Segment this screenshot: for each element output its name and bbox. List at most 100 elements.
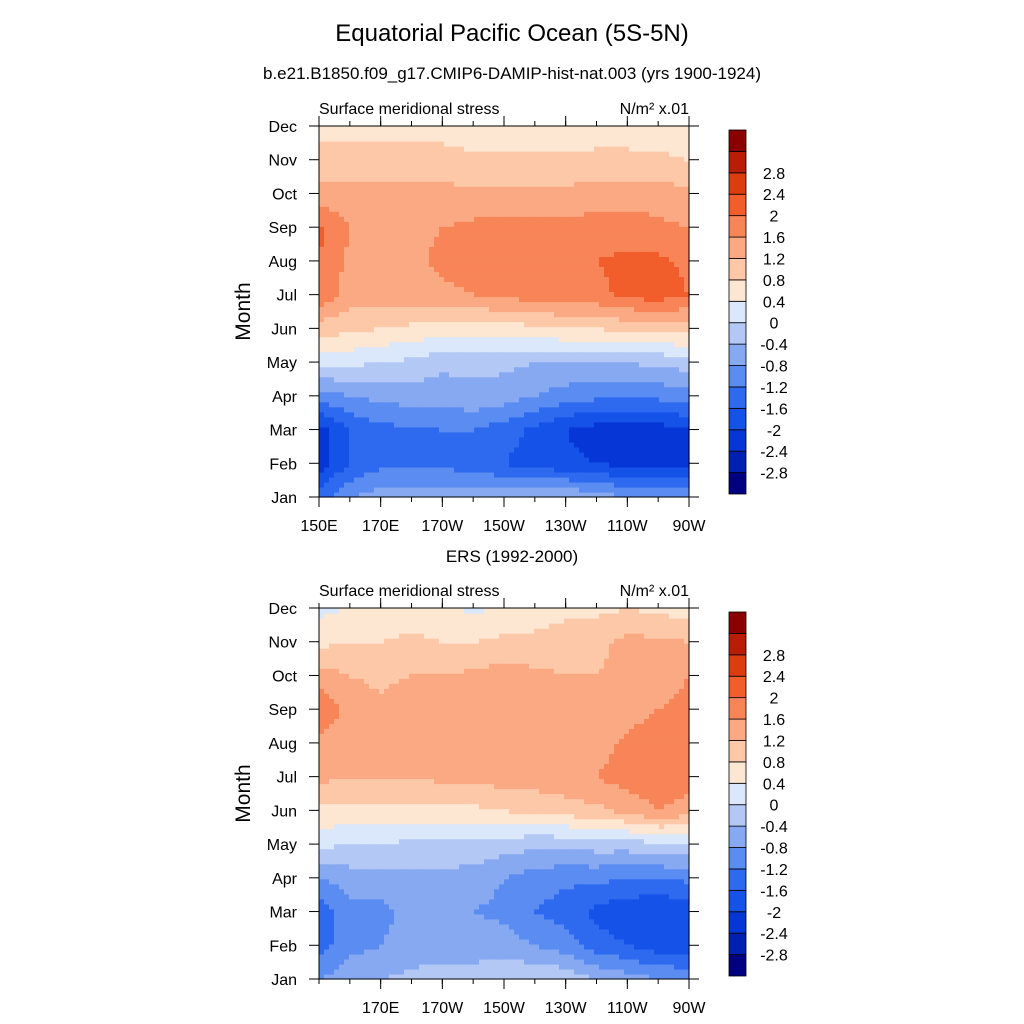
heatmap-cell (519, 376, 525, 383)
heatmap-cell (379, 211, 385, 217)
heatmap-cell (389, 426, 395, 433)
heatmap-cell (594, 456, 600, 463)
heatmap-cell (679, 296, 685, 303)
heatmap-cell (494, 356, 500, 363)
heatmap-cell (549, 186, 555, 192)
heatmap-cell (364, 281, 370, 288)
heatmap-cell (534, 216, 540, 222)
heatmap-cell (414, 306, 420, 313)
heatmap-cell (404, 296, 410, 303)
heatmap-cell (394, 471, 400, 478)
heatmap-cell (679, 201, 685, 207)
heatmap-cell (484, 451, 490, 458)
heatmap-cell (414, 371, 420, 378)
heatmap-cell (659, 291, 665, 298)
heatmap-cell (509, 296, 515, 303)
heatmap-cell (329, 316, 335, 323)
heatmap-cell (319, 201, 325, 207)
heatmap-cell (519, 286, 525, 293)
heatmap-cell (454, 426, 460, 433)
heatmap-cell (674, 391, 680, 398)
heatmap-cell (634, 336, 640, 343)
heatmap-cell (614, 211, 620, 217)
heatmap-cell (499, 216, 505, 222)
heatmap-cell (459, 306, 465, 313)
heatmap-cell (434, 196, 440, 202)
heatmap-cell (514, 361, 520, 368)
heatmap-cell (594, 351, 600, 358)
heatmap-cell (589, 276, 595, 283)
heatmap-cell (669, 486, 675, 493)
heatmap-cell (424, 411, 430, 418)
heatmap-cell (619, 431, 625, 438)
heatmap-cell (414, 301, 420, 308)
heatmap-cell (489, 276, 495, 283)
heatmap-cell (599, 286, 605, 293)
heatmap-cell (589, 291, 595, 298)
heatmap-cell (394, 321, 400, 328)
heatmap-cell (534, 296, 540, 303)
heatmap-cell (564, 251, 570, 257)
heatmap-cell (534, 481, 540, 488)
heatmap-cell (399, 201, 405, 207)
heatmap-cell (599, 206, 605, 212)
heatmap-cell (534, 361, 540, 368)
heatmap-cell (469, 446, 475, 453)
heatmap-cell (589, 371, 595, 378)
heatmap-cell (574, 246, 580, 252)
heatmap-cell (444, 281, 450, 288)
heatmap-cell (334, 316, 340, 323)
heatmap-cell (419, 441, 425, 448)
heatmap-cell (589, 246, 595, 252)
heatmap-cell (409, 181, 415, 187)
heatmap-cell (509, 491, 515, 498)
heatmap-cell (449, 331, 455, 338)
heatmap-cell (364, 226, 370, 232)
heatmap-cell (679, 371, 685, 378)
heatmap-cell (589, 326, 595, 333)
heatmap-cell (679, 311, 685, 318)
heatmap-cell (449, 281, 455, 288)
heatmap-cell (464, 376, 470, 383)
heatmap-cell (334, 201, 340, 207)
heatmap-cell (509, 186, 515, 192)
heatmap-cell (674, 291, 680, 298)
heatmap-cell (614, 436, 620, 443)
heatmap-cell (584, 336, 590, 343)
heatmap-cell (409, 416, 415, 423)
heatmap-cell (519, 456, 525, 463)
heatmap-cell (369, 406, 375, 413)
heatmap-cell (389, 421, 395, 428)
heatmap-cell (424, 171, 430, 177)
heatmap-cell (634, 406, 640, 413)
heatmap-cell (409, 251, 415, 257)
heatmap-cell (669, 426, 675, 433)
heatmap-cell (464, 156, 470, 162)
heatmap-cell (569, 471, 575, 478)
heatmap-cell (649, 216, 655, 222)
heatmap-cell (539, 286, 545, 293)
heatmap-cell (594, 421, 600, 428)
heatmap-cell (549, 216, 555, 222)
heatmap-cell (549, 346, 555, 353)
heatmap-cell (384, 401, 390, 408)
heatmap-cell (544, 386, 550, 393)
heatmap-cell (559, 171, 565, 177)
heatmap-cell (404, 356, 410, 363)
heatmap-cell (404, 406, 410, 413)
heatmap-cell (394, 231, 400, 237)
heatmap-cell (429, 456, 435, 463)
heatmap-cell (429, 306, 435, 313)
heatmap-cell (424, 461, 430, 468)
heatmap-cell (339, 201, 345, 207)
heatmap-cell (549, 436, 555, 443)
heatmap-cell (489, 191, 495, 197)
heatmap-cell (669, 436, 675, 443)
heatmap-cell (684, 311, 690, 318)
heatmap-cell (584, 176, 590, 182)
heatmap-cell (414, 251, 420, 257)
heatmap-cell (459, 386, 465, 393)
heatmap-cell (624, 196, 630, 202)
heatmap-cell (444, 181, 450, 187)
heatmap-cell (624, 266, 630, 272)
